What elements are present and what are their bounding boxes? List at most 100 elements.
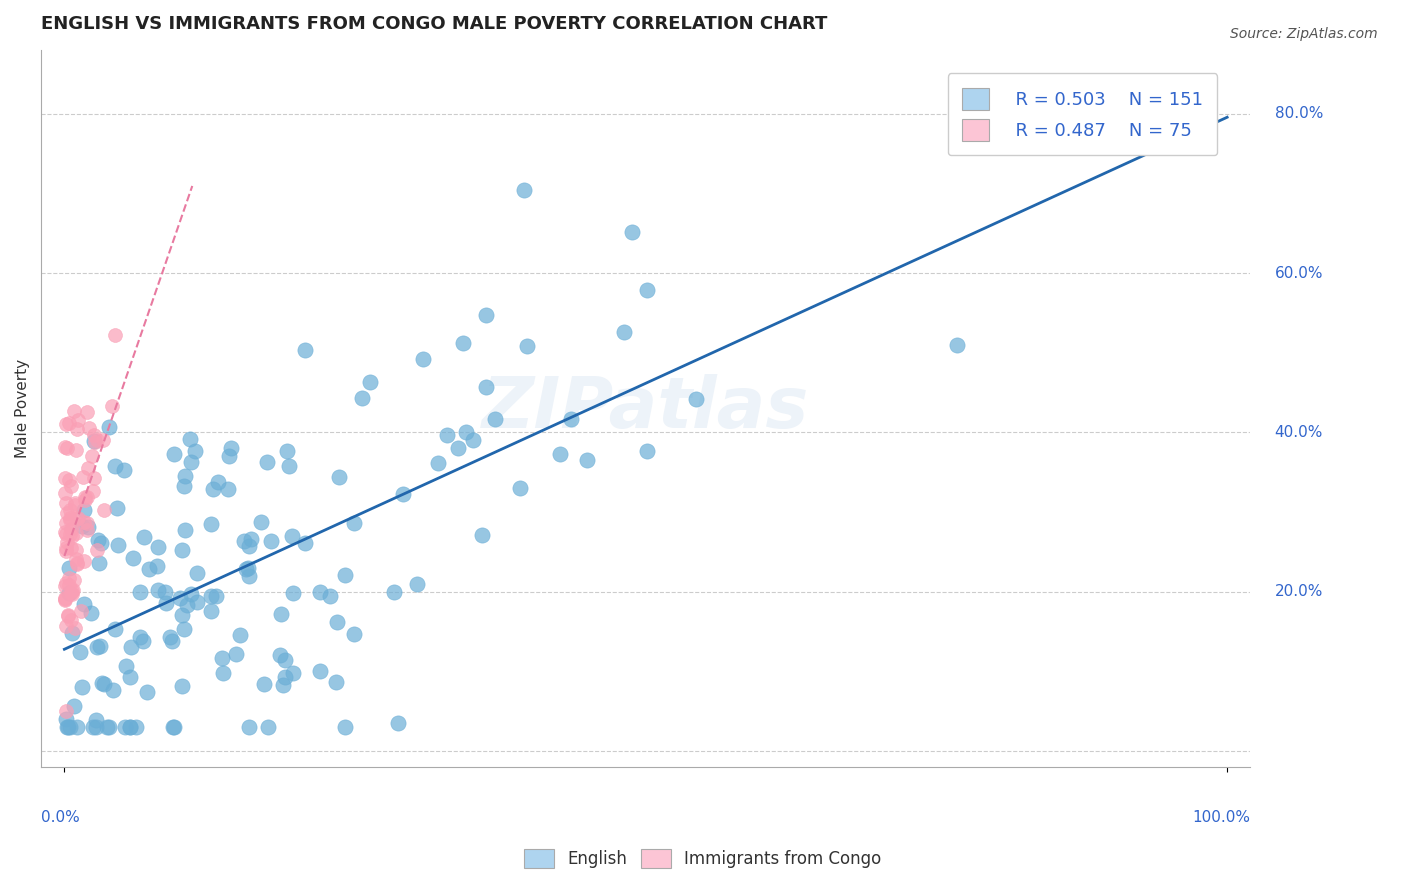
- Point: [59, 522, 82, 536]
- Point: [112, 463, 135, 477]
- Point: [62, 699, 84, 714]
- Point: [636, 444, 658, 458]
- Point: [219, 441, 242, 455]
- Point: [67, 511, 90, 525]
- Point: [257, 720, 280, 734]
- Point: [55, 705, 77, 719]
- Point: [80, 606, 103, 620]
- Point: [238, 539, 260, 553]
- Point: [343, 627, 366, 641]
- Point: [86, 542, 108, 557]
- Point: [73, 493, 96, 508]
- Point: [60, 584, 83, 599]
- Point: [77, 461, 100, 475]
- Point: [115, 658, 138, 673]
- Point: [73, 515, 96, 529]
- Point: [55, 576, 77, 591]
- Point: [114, 720, 136, 734]
- Point: [620, 225, 643, 239]
- Point: [58, 609, 80, 624]
- Point: [107, 539, 129, 553]
- Point: [53, 524, 76, 539]
- Point: [235, 562, 257, 576]
- Point: [66, 512, 89, 526]
- Point: [76, 523, 98, 537]
- Point: [105, 501, 128, 516]
- Text: 0.0%: 0.0%: [41, 810, 80, 825]
- Point: [98, 420, 121, 434]
- Point: [58, 571, 80, 585]
- Point: [205, 590, 228, 604]
- Point: [63, 573, 86, 587]
- Point: [575, 453, 598, 467]
- Point: [59, 527, 82, 541]
- Point: [87, 556, 110, 570]
- Point: [636, 283, 658, 297]
- Point: [129, 630, 152, 644]
- Point: [471, 528, 494, 542]
- Point: [56, 720, 79, 734]
- Point: [60, 529, 83, 543]
- Point: [228, 627, 250, 641]
- Point: [294, 536, 316, 550]
- Point: [65, 526, 87, 541]
- Point: [359, 376, 381, 390]
- Point: [53, 591, 76, 606]
- Point: [319, 589, 342, 603]
- Point: [180, 586, 202, 600]
- Point: [89, 639, 111, 653]
- Point: [160, 634, 183, 648]
- Point: [328, 470, 350, 484]
- Point: [55, 593, 77, 607]
- Point: [308, 664, 330, 678]
- Point: [104, 622, 127, 636]
- Legend: English, Immigrants from Congo: English, Immigrants from Congo: [517, 842, 889, 875]
- Point: [169, 591, 191, 605]
- Point: [59, 502, 82, 516]
- Point: [65, 621, 87, 635]
- Point: [170, 542, 193, 557]
- Point: [548, 447, 571, 461]
- Point: [186, 566, 208, 580]
- Point: [59, 478, 82, 492]
- Point: [70, 680, 93, 694]
- Point: [173, 478, 195, 492]
- Point: [173, 622, 195, 636]
- Point: [103, 682, 125, 697]
- Point: [170, 608, 193, 623]
- Point: [65, 442, 87, 457]
- Point: [200, 604, 222, 618]
- Point: [66, 720, 89, 734]
- Point: [451, 336, 474, 351]
- Point: [253, 677, 276, 691]
- Point: [474, 308, 496, 322]
- Point: [484, 412, 506, 426]
- Point: [276, 444, 298, 458]
- Point: [125, 720, 148, 734]
- Point: [132, 634, 155, 648]
- Point: [560, 411, 582, 425]
- Point: [58, 473, 80, 487]
- Point: [270, 607, 292, 621]
- Point: [93, 503, 115, 517]
- Point: [58, 561, 80, 575]
- Point: [120, 640, 142, 654]
- Point: [179, 432, 201, 446]
- Point: [136, 684, 159, 698]
- Point: [211, 665, 233, 680]
- Point: [55, 496, 77, 510]
- Point: [96, 720, 118, 734]
- Point: [138, 562, 160, 576]
- Point: [59, 511, 82, 525]
- Point: [86, 720, 108, 734]
- Point: [475, 380, 498, 394]
- Point: [236, 561, 259, 575]
- Point: [350, 391, 373, 405]
- Point: [56, 607, 79, 622]
- Point: [183, 443, 205, 458]
- Point: [685, 392, 707, 406]
- Point: [159, 630, 181, 644]
- Point: [56, 720, 79, 734]
- Text: ENGLISH VS IMMIGRANTS FROM CONGO MALE POVERTY CORRELATION CHART: ENGLISH VS IMMIGRANTS FROM CONGO MALE PO…: [41, 15, 828, 33]
- Point: [65, 496, 87, 510]
